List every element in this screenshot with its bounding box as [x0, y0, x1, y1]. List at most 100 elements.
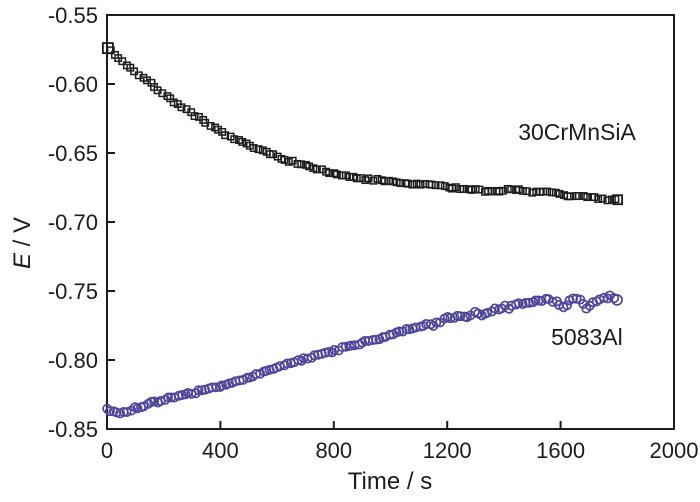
plot-frame	[106, 14, 675, 430]
data-point-square	[118, 57, 127, 66]
data-point-square	[523, 187, 531, 196]
data-point-circle	[337, 342, 348, 353]
data-point-square	[543, 187, 552, 196]
data-point-square	[221, 131, 230, 140]
data-point-square	[583, 193, 592, 202]
data-point-square	[566, 192, 575, 201]
data-point-square	[356, 174, 365, 183]
data-point-square	[518, 186, 527, 195]
x-tick-label: 1600	[536, 438, 585, 463]
data-point-square	[451, 183, 460, 192]
data-point-square	[514, 185, 523, 194]
y-tick-label: -0.55	[48, 3, 98, 28]
data-point-square	[206, 121, 215, 130]
x-axis-title: Time / s	[347, 468, 433, 495]
y-tick-label: -0.65	[48, 141, 98, 166]
y-tick-label: -0.60	[48, 72, 98, 97]
data-point-square	[385, 176, 393, 185]
data-point-circle	[562, 300, 572, 311]
data-point-square	[467, 185, 476, 194]
data-point-square	[280, 155, 289, 164]
data-point-circle	[513, 298, 524, 309]
data-point-square	[214, 125, 222, 134]
data-point-circle	[599, 292, 609, 303]
data-point-square	[305, 162, 314, 171]
y-tick-label: -0.75	[48, 279, 98, 304]
y-axis-symbol: E	[9, 253, 36, 270]
data-point-square	[369, 176, 378, 185]
data-point-square	[603, 196, 612, 205]
data-point-circle	[611, 294, 623, 306]
data-point-square	[416, 180, 425, 189]
data-point-circle	[327, 347, 338, 358]
data-point-circle	[482, 307, 493, 318]
y-tick-label: -0.70	[48, 210, 98, 235]
series-5083Al-markers	[102, 290, 623, 419]
data-point-square	[459, 184, 468, 193]
data-point-square	[475, 185, 484, 194]
data-point-square	[177, 103, 186, 112]
series-label-5083Al: 5083Al	[551, 323, 623, 350]
data-point-square	[598, 194, 607, 203]
data-point-circle	[490, 303, 500, 314]
data-point-square	[507, 185, 516, 194]
data-point-square	[574, 192, 583, 200]
data-point-square	[499, 186, 507, 195]
data-point-square	[130, 67, 139, 76]
x-tick-label: 2000	[650, 438, 699, 463]
data-point-circle	[282, 358, 293, 369]
data-point-circle	[384, 329, 395, 340]
data-point-circle	[609, 293, 620, 304]
data-point-circle	[163, 392, 174, 403]
data-point-square	[487, 187, 496, 196]
data-point-square	[612, 194, 623, 206]
data-point-square	[440, 182, 449, 191]
y-axis-units: / V	[9, 216, 36, 253]
data-point-square	[238, 137, 247, 146]
data-point-square	[230, 135, 239, 144]
data-point-square	[269, 150, 278, 159]
series-30CrMnSiA-markers	[102, 42, 623, 206]
data-point-circle	[431, 317, 442, 328]
data-point-square	[555, 189, 564, 198]
x-tick-label: 800	[315, 438, 352, 463]
x-tick-label: 0	[101, 438, 113, 463]
data-point-square	[249, 144, 258, 152]
x-tick-label: 400	[202, 438, 239, 463]
data-point-square	[254, 145, 263, 154]
data-point-square	[547, 188, 556, 197]
data-point-square	[352, 174, 361, 183]
data-point-square	[594, 195, 603, 203]
data-point-square	[169, 98, 178, 107]
y-axis-title: E / V	[9, 173, 39, 313]
data-point-square	[539, 187, 548, 196]
data-point-square	[332, 170, 341, 179]
y-tick-label: -0.80	[48, 348, 98, 373]
data-point-square	[471, 185, 480, 194]
data-point-square	[317, 165, 326, 174]
data-point-circle	[455, 311, 466, 322]
data-point-square	[106, 46, 115, 55]
data-point-square	[436, 181, 445, 190]
data-point-circle	[323, 346, 334, 357]
data-point-square	[364, 174, 373, 183]
data-point-circle	[121, 407, 132, 418]
data-point-circle	[193, 385, 204, 396]
data-point-circle	[296, 355, 307, 366]
data-point-square	[325, 169, 334, 178]
data-point-square	[312, 165, 321, 174]
data-point-circle	[340, 341, 351, 352]
data-point-square	[431, 181, 440, 190]
data-point-square	[403, 179, 412, 188]
x-tick-label: 1200	[423, 438, 472, 463]
y-tick-label: -0.85	[48, 417, 98, 442]
data-point-circle	[215, 382, 226, 392]
data-point-circle	[155, 396, 166, 406]
data-point-circle	[211, 382, 221, 393]
data-point-square	[190, 112, 199, 121]
data-point-square	[297, 160, 306, 169]
data-point-square	[380, 177, 389, 186]
data-point-square	[396, 179, 405, 188]
